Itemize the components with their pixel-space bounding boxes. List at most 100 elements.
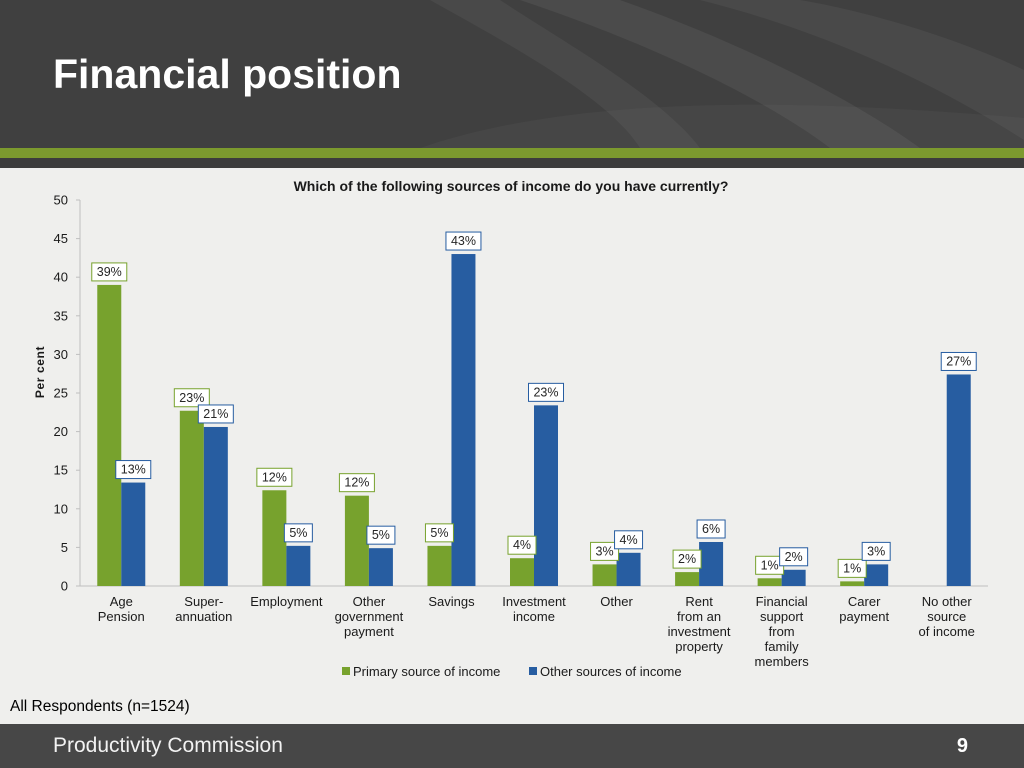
data-label-box-primary-source-of-income-savings <box>424 523 454 543</box>
bar-other-sources-of-income-employment <box>286 545 311 586</box>
data-label-other-sources-of-income-other-government-payment: 5% <box>372 528 390 542</box>
y-tick-label-50: 50 <box>54 193 68 208</box>
y-axis-label: Per cent <box>33 346 47 398</box>
data-label-group-primary-source-of-income-employment: 12% <box>256 467 293 487</box>
y-tick-label-40: 40 <box>54 270 68 285</box>
slide-footer: Productivity Commission 9 <box>0 724 1024 768</box>
data-label-other-sources-of-income-super-annuation: 21% <box>203 407 228 421</box>
bar-other-sources-of-income-financial-support-from-family-members <box>781 569 806 586</box>
bar-primary-source-of-income-financial-support-from-family-members <box>757 578 782 586</box>
x-tick-label-savings: Savings <box>428 594 475 609</box>
data-label-group-other-sources-of-income-savings: 43% <box>445 231 482 251</box>
x-tick-label-line-other-government-payment-1: Other <box>353 594 386 609</box>
x-tick-label-line-no-other-source-of-income-2: source <box>927 609 966 624</box>
header-divider <box>0 158 1024 168</box>
data-label-group-primary-source-of-income-savings: 5% <box>424 523 454 543</box>
data-label-primary-source-of-income-investment-income: 4% <box>513 538 531 552</box>
bar-other-sources-of-income-carer-payment <box>864 564 889 586</box>
data-label-box-primary-source-of-income-carer-payment <box>837 558 867 578</box>
data-label-box-other-sources-of-income-rent-from-an-investment-property <box>696 519 726 539</box>
chart-title: Which of the following sources of income… <box>294 178 729 194</box>
data-label-group-other-sources-of-income-age-pension: 13% <box>115 460 152 480</box>
x-tick-label-line-rent-from-an-investment-property-1: Rent <box>685 594 713 609</box>
y-tick-label-20: 20 <box>54 424 68 439</box>
bar-other-sources-of-income-age-pension <box>121 482 146 586</box>
slide-title: Financial position <box>53 51 402 97</box>
x-tick-label-line-super-annuation-1: Super- <box>184 594 223 609</box>
data-label-primary-source-of-income-other: 3% <box>596 544 614 558</box>
data-label-box-primary-source-of-income-investment-income <box>507 535 537 555</box>
data-label-group-primary-source-of-income-financial-support-from-family-members: 1% <box>755 555 785 575</box>
x-tick-label-line-no-other-source-of-income-3: of income <box>919 624 975 639</box>
data-label-box-other-sources-of-income-super-annuation <box>197 404 234 424</box>
data-label-other-sources-of-income-rent-from-an-investment-property: 6% <box>702 522 720 536</box>
data-label-other-sources-of-income-other: 4% <box>620 533 638 547</box>
data-label-box-other-sources-of-income-age-pension <box>115 460 152 480</box>
chart-bars <box>97 254 971 586</box>
y-tick-label-5: 5 <box>61 540 68 555</box>
x-tick-label-line-rent-from-an-investment-property-4: property <box>675 639 723 654</box>
x-tick-label-line-employment-1: Employment <box>250 594 323 609</box>
x-tick-label-line-investment-income-1: Investment <box>502 594 566 609</box>
x-tick-label-line-financial-support-from-family-members-2: support <box>760 609 804 624</box>
data-label-primary-source-of-income-age-pension: 39% <box>97 265 122 279</box>
respondents-note: All Respondents (n=1524) <box>10 698 190 715</box>
chart-legend: Primary source of income Other sources o… <box>342 664 682 679</box>
data-label-box-other-sources-of-income-no-other-source-of-income <box>940 351 977 371</box>
data-label-box-other-sources-of-income-other <box>614 530 644 550</box>
y-tick-label-15: 15 <box>54 463 68 478</box>
bar-primary-source-of-income-rent-from-an-investment-property <box>675 572 700 586</box>
legend-item-primary-source-of-income: Primary source of income <box>342 664 500 679</box>
data-label-primary-source-of-income-rent-from-an-investment-property: 2% <box>678 552 696 566</box>
data-label-box-other-sources-of-income-investment-income <box>528 382 564 402</box>
data-label-group-primary-source-of-income-investment-income: 4% <box>507 535 537 555</box>
organisation-name: Productivity Commission <box>53 734 283 757</box>
data-label-group-other-sources-of-income-super-annuation: 21% <box>197 404 234 424</box>
bar-other-sources-of-income-other <box>616 552 641 586</box>
data-label-box-other-sources-of-income-carer-payment <box>861 541 891 561</box>
x-tick-label-line-carer-payment-1: Carer <box>848 594 881 609</box>
x-tick-label-line-carer-payment-2: payment <box>839 609 889 624</box>
bar-other-sources-of-income-super-annuation <box>203 426 228 586</box>
bar-primary-source-of-income-super-annuation <box>179 410 204 586</box>
x-tick-label-line-age-pension-2: Pension <box>98 609 145 624</box>
data-label-group-other-sources-of-income-no-other-source-of-income: 27% <box>940 351 977 371</box>
data-label-other-sources-of-income-age-pension: 13% <box>121 463 146 477</box>
data-label-group-other-sources-of-income-other: 4% <box>614 530 644 550</box>
bar-primary-source-of-income-age-pension <box>97 284 122 586</box>
x-tick-label-line-super-annuation-2: annuation <box>175 609 232 624</box>
accent-stripe <box>0 148 1024 158</box>
legend-item-other-sources-of-income: Other sources of income <box>529 664 682 679</box>
data-label-group-other-sources-of-income-rent-from-an-investment-property: 6% <box>696 519 726 539</box>
data-label-primary-source-of-income-carer-payment: 1% <box>843 561 861 575</box>
x-tick-label-super-annuation: Super-annuation <box>175 594 232 624</box>
legend-swatch-primary-source-of-income <box>342 667 350 675</box>
y-tick-label-10: 10 <box>54 501 68 516</box>
x-tick-label-line-no-other-source-of-income-1: No other <box>922 594 973 609</box>
data-label-other-sources-of-income-carer-payment: 3% <box>867 544 885 558</box>
data-label-primary-source-of-income-super-annuation: 23% <box>179 391 204 405</box>
data-label-primary-source-of-income-employment: 12% <box>262 470 287 484</box>
x-tick-label-line-financial-support-from-family-members-1: Financial <box>756 594 808 609</box>
data-label-box-primary-source-of-income-employment <box>256 467 293 487</box>
data-label-other-sources-of-income-employment: 5% <box>289 526 307 540</box>
x-tick-label-line-rent-from-an-investment-property-3: investment <box>668 624 731 639</box>
slide-header: Financial position <box>0 0 1024 148</box>
data-label-group-primary-source-of-income-age-pension: 39% <box>91 262 128 282</box>
income-sources-bar-chart: Which of the following sources of income… <box>33 178 988 679</box>
data-label-primary-source-of-income-other-government-payment: 12% <box>344 476 369 490</box>
data-label-box-primary-source-of-income-other <box>590 541 620 561</box>
y-tick-label-30: 30 <box>54 347 68 362</box>
chart-data-labels: 39% 23% 12% 12% 5% 4% 3% 2% 1% 1% 13% 21% 5% 5% 43% 23%… <box>91 231 977 578</box>
y-tick-label-0: 0 <box>61 579 68 594</box>
bar-other-sources-of-income-savings <box>451 254 476 586</box>
page-number: 9 <box>956 735 968 757</box>
data-label-box-primary-source-of-income-super-annuation <box>173 388 210 408</box>
bar-primary-source-of-income-savings <box>427 545 452 586</box>
data-label-group-primary-source-of-income-other: 3% <box>590 541 620 561</box>
data-label-box-primary-source-of-income-age-pension <box>91 262 128 282</box>
header-decoration <box>430 0 1024 148</box>
